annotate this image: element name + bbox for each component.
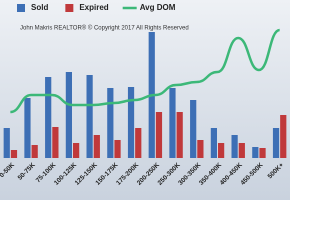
bar <box>65 72 72 158</box>
legend-swatch <box>17 4 25 12</box>
bar <box>31 145 38 158</box>
page: {"chart_data": {"type": "bar", "annotati… <box>0 0 290 200</box>
legend-label: Sold <box>31 3 48 12</box>
bar <box>135 128 142 158</box>
bar <box>190 100 197 158</box>
bar <box>280 115 287 158</box>
bar <box>272 128 280 158</box>
bar <box>107 88 114 158</box>
bar <box>231 135 238 158</box>
bar <box>252 147 259 158</box>
bar <box>238 143 245 158</box>
bar <box>169 88 176 158</box>
line <box>10 28 281 114</box>
chart: John Makris REALTOR® © Copyright 2017 Al… <box>0 0 290 200</box>
bar <box>86 75 93 158</box>
bar <box>52 127 59 158</box>
bar <box>73 143 80 158</box>
bar <box>3 128 10 158</box>
bar <box>127 87 135 158</box>
bar <box>93 135 100 158</box>
legend-label: Expired <box>79 3 108 12</box>
bar <box>210 128 217 158</box>
copyright-note: John Makris REALTOR® © Copyright 2017 Al… <box>20 25 189 32</box>
bar <box>197 140 204 158</box>
bar <box>114 140 121 158</box>
bar <box>45 77 52 158</box>
bar <box>10 150 18 158</box>
bar <box>155 112 163 158</box>
bar <box>24 98 31 158</box>
legend-label: Avg DOM <box>140 3 176 12</box>
bar <box>176 112 183 158</box>
bar <box>218 143 225 158</box>
bar <box>259 148 266 158</box>
legend-swatch <box>65 4 74 12</box>
